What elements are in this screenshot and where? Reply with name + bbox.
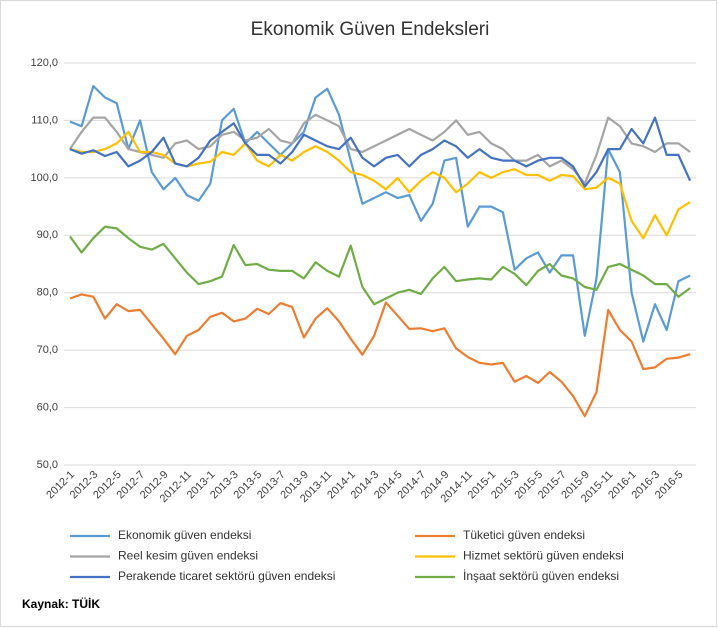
legend-label: Hizmet sektörü güven endeksi [463, 549, 624, 563]
y-tick-label: 110,0 [31, 114, 58, 126]
y-tick-label: 70,0 [37, 344, 58, 356]
legend-label: Ekonomik güven endeksi [118, 528, 251, 542]
series-line [68, 113, 691, 185]
legend-label: Perakende ticaret sektörü güven endeksi [118, 569, 335, 583]
y-tick-label: 100,0 [30, 172, 58, 184]
series-line [69, 225, 691, 306]
series-line [69, 130, 691, 240]
series-line [69, 84, 691, 343]
y-tick-label: 50,0 [37, 459, 58, 471]
y-tick-label: 90,0 [37, 229, 58, 241]
series-line [69, 116, 692, 188]
legend-label: Tüketici güven endeksi [463, 528, 585, 542]
y-tick-label: 80,0 [37, 287, 58, 299]
series-line [69, 293, 691, 418]
chart-title: Ekonomik Güven Endeksleri [251, 19, 490, 40]
source: Kaynak: TÜİK [22, 596, 100, 611]
y-tick-label: 120,0 [30, 57, 58, 69]
y-tick-label: 60,0 [37, 401, 58, 413]
legend-label: İnşaat sektörü güven endeksi [463, 569, 619, 583]
legend-label: Reel kesim güven endeksi [118, 549, 258, 563]
